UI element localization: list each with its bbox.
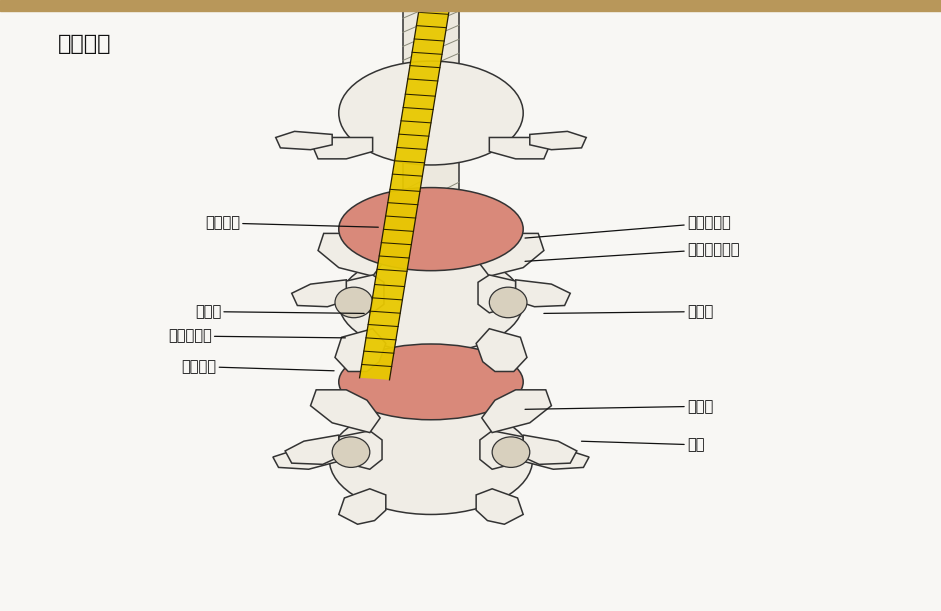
Polygon shape [476,329,527,371]
Polygon shape [523,446,589,469]
Bar [403,0,459,147]
Polygon shape [292,280,346,307]
Polygon shape [489,137,549,159]
Polygon shape [313,137,373,159]
Ellipse shape [339,188,523,271]
Ellipse shape [339,252,523,353]
Polygon shape [530,131,586,150]
Text: 神经根管: 神经根管 [58,34,112,54]
Text: 腰神经通道: 腰神经通道 [525,216,730,238]
Polygon shape [311,390,380,433]
Polygon shape [276,131,332,150]
Polygon shape [523,435,577,464]
Polygon shape [335,329,386,371]
Bar [403,148,459,349]
Polygon shape [476,489,523,524]
Text: 上关节突旁沟: 上关节突旁沟 [525,242,740,262]
Bar [403,383,459,502]
Ellipse shape [492,437,530,467]
Polygon shape [346,275,384,313]
Ellipse shape [332,437,370,467]
Ellipse shape [329,404,533,514]
Polygon shape [480,431,523,469]
Polygon shape [482,390,551,433]
Polygon shape [339,431,382,469]
Polygon shape [359,0,451,380]
Polygon shape [318,233,384,276]
Text: 侧隐窝: 侧隐窝 [195,304,364,319]
Ellipse shape [339,344,523,420]
Text: 横突: 横突 [582,437,705,452]
Bar [0,0,941,11]
Ellipse shape [489,287,527,318]
Text: 椎弓板: 椎弓板 [525,399,713,414]
Ellipse shape [335,287,373,318]
Text: 椎弓根下沟: 椎弓根下沟 [168,329,345,343]
Polygon shape [285,435,339,464]
Text: 椎弓根: 椎弓根 [544,304,713,319]
Polygon shape [478,233,544,276]
Polygon shape [339,489,386,524]
Text: 下关节突: 下关节突 [182,359,334,374]
Ellipse shape [339,61,523,165]
Polygon shape [478,275,516,313]
Text: 上关节突: 上关节突 [205,216,378,230]
Polygon shape [516,280,570,307]
Polygon shape [273,446,339,469]
